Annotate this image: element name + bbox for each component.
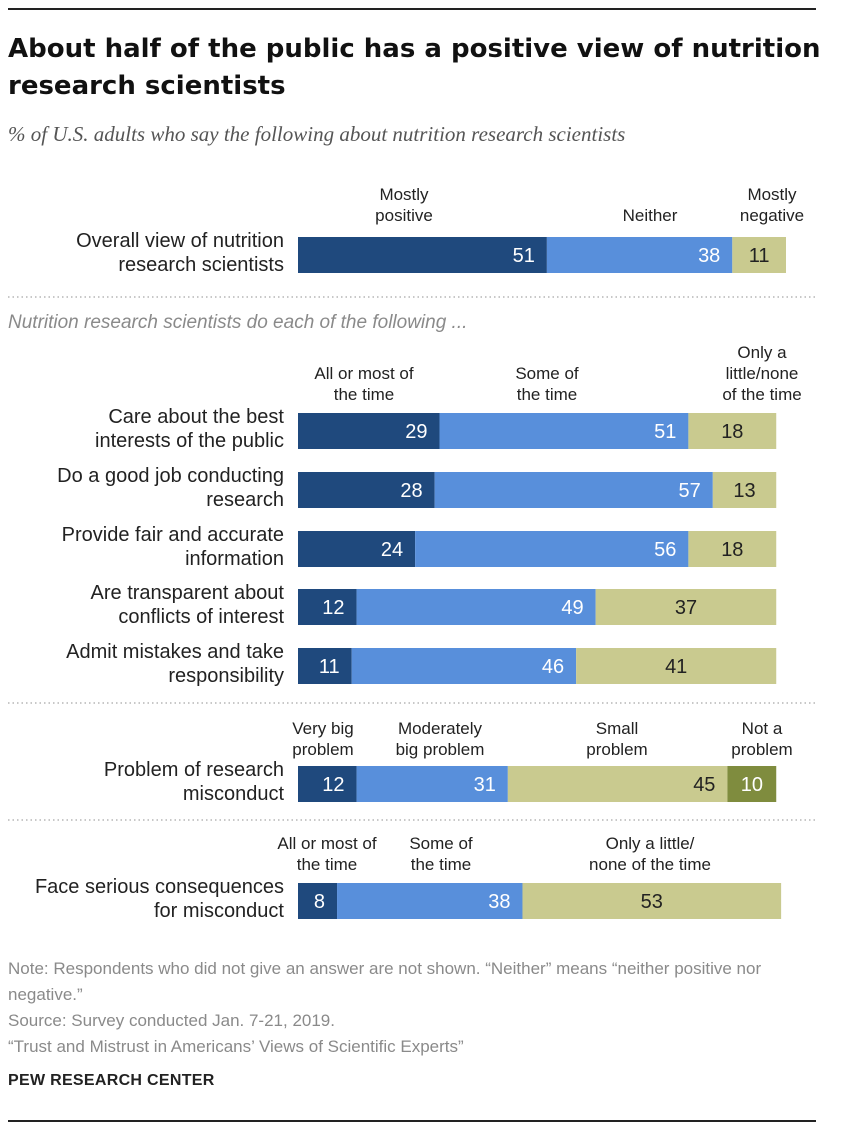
top-rule [8, 8, 816, 10]
legend-only-a-little-none-of-the-time: Only a little/none of the time [722, 343, 801, 404]
stacked-bar-chart: Mostly positive Neither Mostly negative Overa… [8, 185, 816, 922]
bar-value-label: 51 [513, 245, 535, 267]
bar-segment-not-a-problem [727, 766, 777, 802]
bar-value-label: 45 [693, 774, 715, 796]
legend-only-a-little-none-of-the-time: Only a little/none of the time [589, 834, 711, 874]
bar-value-label: 56 [654, 539, 676, 561]
legend-mostly-positive: Mostly positive [375, 185, 433, 225]
row-label-overall-view-of-nutrition-research-scientists: Overall view of nutrition research scient… [76, 230, 284, 276]
row-label-are-transparent-about-conflicts-of-interest: Are transparent about conflicts of intere… [91, 582, 285, 628]
bar-segment-only-a-little-none-of-the-time [688, 531, 777, 567]
notes-block: Note: Respondents who did not give an an… [8, 956, 828, 1060]
chart-title: About half of the public has a positive … [8, 34, 821, 101]
bar-segment-only-a-little-none-of-the-time [688, 413, 777, 449]
bar-segment-all-or-most-of-the-time [298, 883, 338, 919]
bar-segment-all-or-most-of-the-time [298, 589, 357, 625]
bar-segment-small-problem [507, 766, 728, 802]
legend-small-problem: Small problem [586, 719, 647, 759]
bar-segment-some-of-the-time [351, 648, 577, 684]
bar-value-label: 37 [675, 597, 697, 619]
bar-segment-some-of-the-time [439, 413, 689, 449]
bar-value-label: 38 [698, 245, 720, 267]
bar-segment-only-a-little-none-of-the-time [522, 883, 782, 919]
bar-segment-some-of-the-time [434, 472, 713, 508]
bar-segment-mostly-negative [732, 237, 786, 273]
bar-value-label: 28 [400, 480, 422, 502]
legend-all-or-most-of-the-time: All or most of the time [277, 834, 376, 874]
section-note: Nutrition research scientists do each of… [8, 312, 468, 333]
legend-neither: Neither [623, 206, 678, 225]
note-text: Note: Respondents who did not give an an… [8, 959, 762, 1004]
row-label-face-serious-consequences-for-misconduct: Face serious consequences for misconduct [35, 876, 284, 922]
bar-value-label: 18 [721, 539, 743, 561]
legend-all-or-most-of-the-time: All or most of the time [314, 364, 413, 404]
bar-value-label: 12 [322, 774, 344, 796]
bar-value-label: 49 [561, 597, 583, 619]
pew-logo-text: PEW RESEARCH CENTER [8, 1072, 215, 1089]
bar-value-label: 18 [721, 421, 743, 443]
legend-some-of-the-time: Some of the time [515, 364, 579, 404]
bar-segment-mostly-positive [298, 237, 547, 273]
bar-value-label: 29 [405, 421, 427, 443]
legend-moderately-big-problem: Moderately big problem [396, 719, 485, 759]
bar-value-label: 31 [474, 774, 496, 796]
bar-value-label: 38 [488, 891, 510, 913]
bar-segment-neither [546, 237, 733, 273]
bar-segment-all-or-most-of-the-time [298, 472, 435, 508]
bar-value-label: 11 [749, 245, 770, 267]
bar-segment-only-a-little-none-of-the-time [576, 648, 777, 684]
source-text: Source: Survey conducted Jan. 7-21, 2019… [8, 1011, 335, 1030]
row-label-provide-fair-and-accurate-information: Provide fair and accurate information [62, 524, 284, 570]
legend-not-a-problem: Not a problem [731, 719, 792, 759]
bar-value-label: 41 [665, 656, 687, 678]
legend-some-of-the-time: Some of the time [409, 834, 473, 874]
bar-segment-all-or-most-of-the-time [298, 413, 440, 449]
row-label-care-about-the-best-interests-of-the-public: Care about the best interests of the publ… [95, 406, 284, 452]
bar-segment-all-or-most-of-the-time [298, 648, 352, 684]
bar-segment-very-big-problem [298, 766, 357, 802]
bar-value-label: 53 [641, 891, 663, 913]
bar-value-label: 57 [679, 480, 701, 502]
row-label-problem-of-research-misconduct: Problem of research misconduct [104, 759, 285, 805]
bar-segment-moderately-big-problem [356, 766, 508, 802]
bar-value-label: 24 [381, 539, 403, 561]
bar-segment-only-a-little-none-of-the-time [595, 589, 777, 625]
bar-segment-all-or-most-of-the-time [298, 531, 416, 567]
bottom-rule [8, 1120, 816, 1122]
bar-segment-some-of-the-time [337, 883, 523, 919]
bar-value-label: 51 [654, 421, 676, 443]
bar-segment-some-of-the-time [356, 589, 596, 625]
chart-subtitle: % of U.S. adults who say the following a… [8, 122, 626, 146]
bar-value-label: 8 [314, 891, 325, 913]
bar-value-label: 13 [733, 480, 755, 502]
legend-mostly-negative: Mostly negative [740, 185, 804, 225]
report-text: “Trust and Mistrust in Americans’ Views … [8, 1037, 464, 1056]
row-label-do-a-good-job-conducting-research: Do a good job conducting research [57, 465, 284, 511]
bar-value-label: 11 [319, 656, 340, 678]
legend-very-big-problem: Very big problem [292, 719, 353, 759]
bar-value-label: 12 [322, 597, 344, 619]
bar-segment-only-a-little-none-of-the-time [712, 472, 777, 508]
bar-value-label: 10 [741, 774, 763, 796]
bar-value-label: 46 [542, 656, 564, 678]
row-label-admit-mistakes-and-take-responsibility: Admit mistakes and take responsibility [66, 641, 284, 687]
bar-segment-some-of-the-time [415, 531, 689, 567]
